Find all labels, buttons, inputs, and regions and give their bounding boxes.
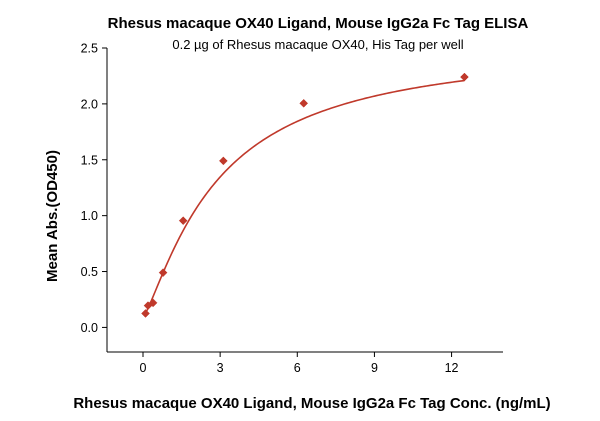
data-point	[460, 72, 469, 82]
y-tick-label: 2.5	[81, 42, 98, 56]
data-point	[178, 216, 188, 226]
chart-subtitle: 0.2 µg of Rhesus macaque OX40, His Tag p…	[172, 37, 463, 52]
data-point	[158, 268, 168, 278]
data-point	[141, 309, 150, 318]
x-tick-label: 12	[445, 361, 459, 375]
x-tick-label: 9	[371, 361, 378, 375]
data-point	[299, 98, 309, 108]
data-point	[219, 156, 228, 166]
y-tick-label: 1.5	[81, 153, 98, 167]
chart-title: Rhesus macaque OX40 Ligand, Mouse IgG2a …	[108, 15, 529, 32]
y-axis-ticks: 0.0 0.5 1.0 1.5 2.0 2.5	[81, 42, 107, 335]
x-axis-ticks: 0 3 6 9 12	[140, 352, 459, 375]
y-tick-label: 0.5	[81, 265, 98, 279]
y-tick-label: 2.0	[81, 97, 98, 111]
fit-curve	[144, 79, 465, 314]
x-axis-title: Rhesus macaque OX40 Ligand, Mouse IgG2a …	[73, 395, 550, 412]
y-tick-label: 1.0	[81, 209, 98, 223]
y-tick-label: 0.0	[81, 321, 98, 335]
data-point	[148, 298, 158, 308]
y-axis-title: Mean Abs.(OD450)	[44, 150, 61, 282]
x-tick-label: 0	[140, 361, 147, 375]
plot-area: 0.0 0.5 1.0 1.5 2.0 2.5 0 3 6 9 12	[81, 42, 503, 375]
x-tick-label: 6	[294, 361, 301, 375]
x-tick-label: 3	[217, 361, 224, 375]
data-points	[141, 72, 469, 318]
